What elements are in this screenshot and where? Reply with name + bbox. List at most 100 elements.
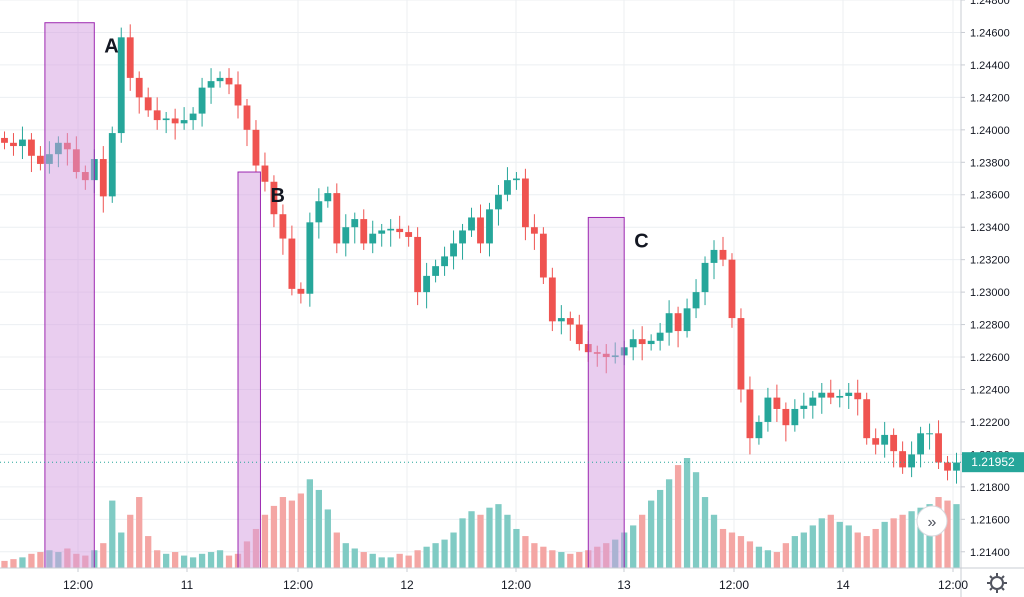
time-tick-label: 12:00 bbox=[283, 578, 313, 592]
candle bbox=[279, 204, 287, 255]
candle bbox=[935, 420, 942, 470]
volume-bar bbox=[180, 555, 188, 568]
candle bbox=[782, 402, 790, 442]
candle bbox=[216, 71, 224, 88]
candle bbox=[710, 240, 718, 280]
price-tick-label: 1.21600 bbox=[970, 514, 1010, 526]
volume-bar bbox=[270, 505, 278, 568]
candle bbox=[495, 185, 502, 226]
candle bbox=[414, 227, 422, 306]
volume-bar bbox=[154, 550, 161, 568]
candle bbox=[926, 423, 933, 450]
volume-bar bbox=[504, 514, 511, 568]
candle bbox=[746, 376, 754, 455]
candle bbox=[701, 256, 709, 306]
volume-bar bbox=[683, 458, 691, 568]
volume-bar bbox=[28, 553, 35, 568]
price-axis[interactable]: 1.24800 1.24600 1.24400 1.24200 1.24000 1.238… bbox=[961, 0, 1010, 559]
grid-lines bbox=[0, 0, 961, 568]
volume-bar bbox=[890, 518, 897, 568]
candle bbox=[827, 379, 835, 405]
candle bbox=[800, 392, 808, 419]
volume-bars bbox=[1, 458, 960, 568]
volume-bar bbox=[630, 525, 637, 568]
candle bbox=[638, 326, 646, 361]
candle bbox=[207, 68, 215, 104]
candle bbox=[378, 223, 386, 247]
candle bbox=[521, 168, 529, 241]
volume-bar bbox=[423, 546, 430, 568]
volume-bar bbox=[710, 514, 718, 568]
price-tick-label: 1.22800 bbox=[970, 320, 1010, 332]
volume-bar bbox=[378, 557, 385, 568]
candle bbox=[854, 379, 862, 416]
scroll-to-latest-button[interactable]: » bbox=[916, 505, 948, 537]
price-tick-label: 1.24000 bbox=[970, 125, 1010, 137]
volume-bar bbox=[216, 550, 224, 568]
volume-bar bbox=[19, 557, 26, 568]
candle bbox=[387, 219, 395, 247]
volume-bar bbox=[369, 553, 376, 568]
candle bbox=[539, 227, 547, 284]
volume-bar bbox=[854, 532, 861, 568]
candle bbox=[737, 308, 745, 403]
time-axis[interactable]: 12:00 11 12:00 12 12:00 13 12:00 14 12:00 bbox=[63, 568, 968, 592]
settings-button[interactable] bbox=[987, 573, 1007, 593]
candle bbox=[144, 87, 152, 117]
candle bbox=[19, 126, 26, 160]
price-tick-label: 1.22400 bbox=[970, 384, 1010, 396]
volume-bar bbox=[764, 550, 772, 568]
volume-bar bbox=[639, 514, 646, 568]
candle bbox=[153, 97, 161, 130]
volume-bar bbox=[450, 532, 457, 568]
volume-bar bbox=[495, 504, 502, 568]
time-tick-label: 12:00 bbox=[938, 578, 968, 592]
volume-bar bbox=[755, 546, 763, 568]
time-tick-label: 12 bbox=[400, 578, 414, 592]
candle bbox=[899, 441, 907, 474]
volume-bar bbox=[692, 472, 700, 568]
candle bbox=[423, 262, 431, 309]
volume-bar bbox=[288, 500, 296, 568]
volume-bar bbox=[576, 552, 583, 568]
candle bbox=[477, 204, 484, 254]
candle bbox=[486, 202, 493, 257]
volume-bar bbox=[809, 525, 816, 568]
volume-bar bbox=[118, 532, 125, 568]
candle bbox=[180, 107, 188, 130]
volume-bar bbox=[881, 521, 888, 568]
volume-bar bbox=[522, 536, 529, 568]
candle bbox=[360, 209, 368, 250]
time-tick-label: 14 bbox=[836, 578, 850, 592]
candle bbox=[791, 399, 799, 432]
candle bbox=[530, 214, 538, 250]
candle bbox=[809, 391, 817, 419]
candle bbox=[315, 188, 323, 239]
volume-bar bbox=[432, 543, 439, 568]
candle bbox=[557, 305, 565, 335]
volume-bar bbox=[908, 511, 915, 568]
candle bbox=[288, 225, 296, 296]
candle bbox=[450, 230, 457, 270]
volume-bar bbox=[899, 514, 906, 568]
candle bbox=[674, 306, 682, 348]
volume-bar bbox=[136, 497, 143, 568]
price-tick-label: 1.23800 bbox=[970, 157, 1010, 169]
volume-bar bbox=[189, 557, 197, 568]
highlight-boxes bbox=[44, 22, 625, 569]
volume-bar bbox=[746, 541, 754, 568]
candle bbox=[351, 212, 359, 244]
candle bbox=[270, 175, 278, 228]
volume-bar bbox=[872, 528, 879, 568]
volume-bar bbox=[836, 521, 843, 568]
current-price-badge bbox=[962, 452, 1024, 473]
price-tick-label: 1.23000 bbox=[970, 287, 1010, 299]
volume-bar bbox=[863, 536, 870, 568]
volume-bar bbox=[567, 553, 574, 568]
candle bbox=[872, 428, 880, 455]
candle bbox=[719, 236, 727, 267]
candle bbox=[28, 133, 35, 173]
volume-bar bbox=[333, 532, 340, 568]
volume-bar bbox=[163, 553, 170, 568]
